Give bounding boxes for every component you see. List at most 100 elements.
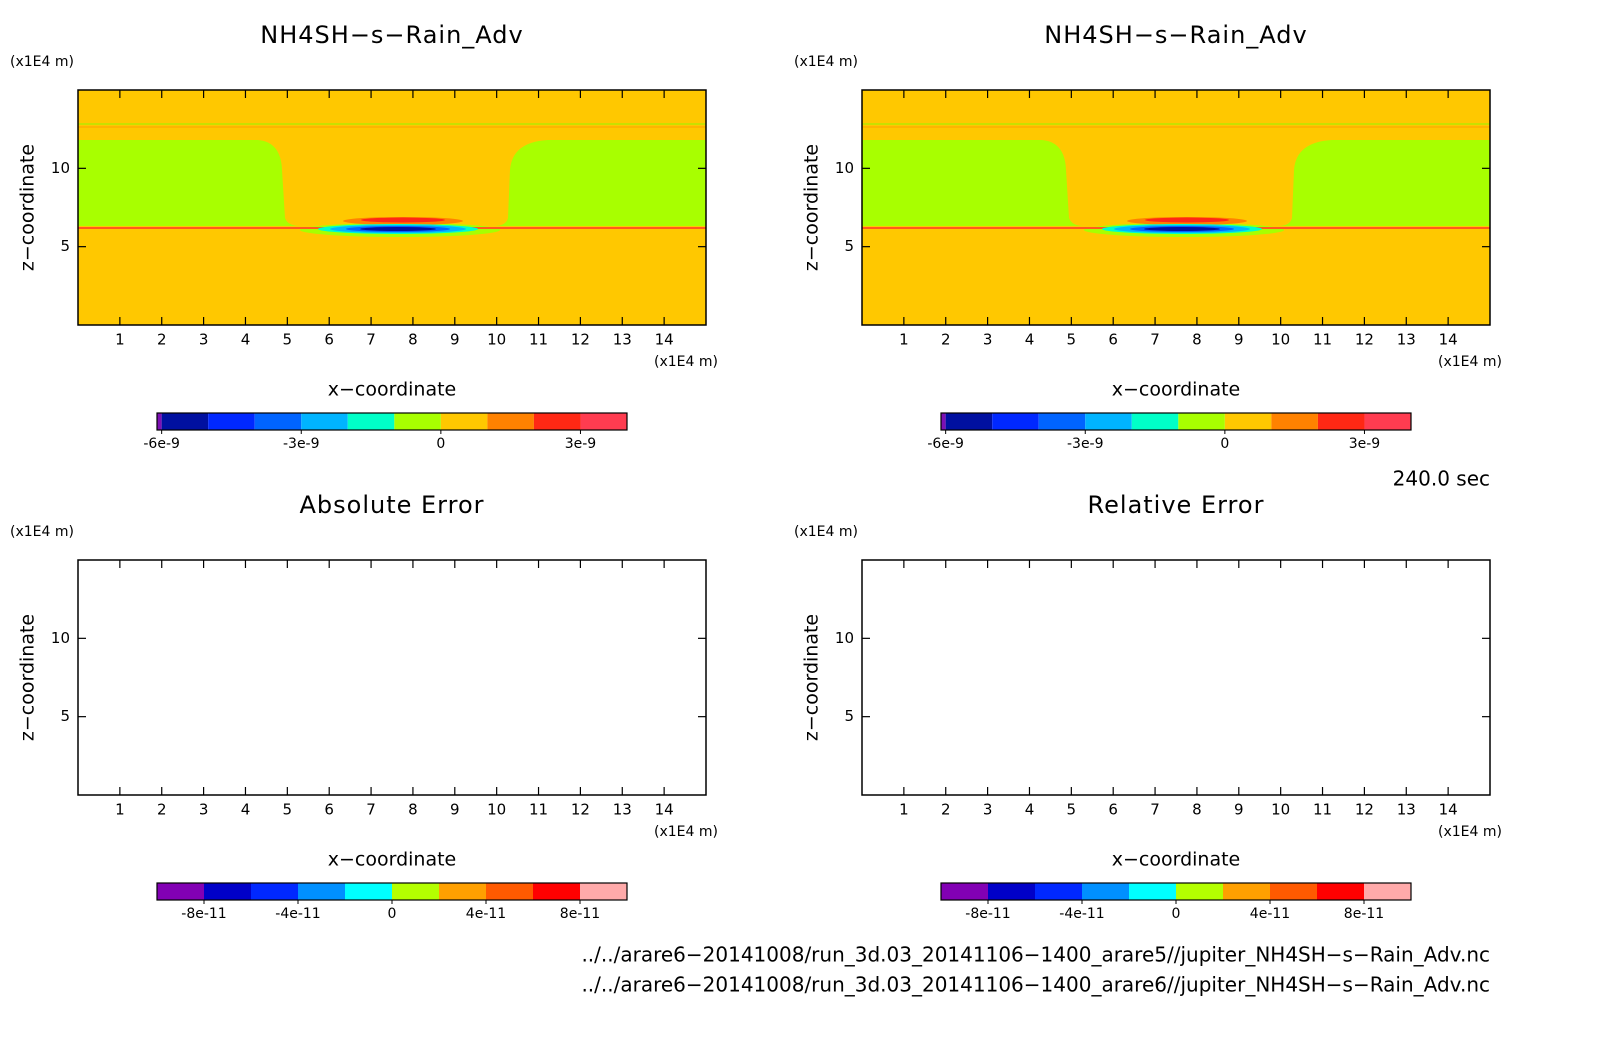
panel-title: NH4SH−s−Rain_Adv	[1044, 21, 1307, 49]
contour-field	[78, 90, 706, 325]
x-tick-label: 5	[1067, 331, 1077, 349]
x-tick-label: 8	[408, 331, 418, 349]
x-axis-label: x−coordinate	[328, 849, 457, 871]
x-unit: (x1E4 m)	[654, 354, 718, 370]
x-tick-label: 11	[529, 801, 548, 819]
plot-frame	[861, 559, 1491, 796]
x-tick-label: 9	[1234, 801, 1244, 819]
x-tick-label: 8	[1192, 801, 1202, 819]
plot-frame	[77, 89, 707, 326]
x-tick-label: 3	[983, 801, 993, 819]
colorbar-tick-label: -8e-11	[181, 906, 226, 922]
x-tick-label: 4	[241, 801, 251, 819]
colorbar-segment	[1038, 413, 1086, 430]
colorbar-tick-label: -6e-9	[927, 436, 964, 452]
colorbar-segment	[580, 413, 627, 430]
x-tick-label: 4	[1025, 801, 1035, 819]
plot-frame	[861, 89, 1491, 326]
y-axis-label: z−coordinate	[17, 614, 39, 741]
x-tick-label: 7	[366, 801, 376, 819]
contour-field	[862, 90, 1490, 325]
y-unit: (x1E4 m)	[10, 524, 74, 540]
y-unit: (x1E4 m)	[794, 524, 858, 540]
x-tick-label: 12	[571, 331, 590, 349]
x-tick-label: 3	[199, 331, 209, 349]
colorbar-tick-label: 0	[436, 436, 445, 452]
colorbar-segment	[1317, 413, 1365, 430]
colorbar-segment	[1224, 413, 1272, 430]
panel-title: Relative Error	[1088, 491, 1265, 519]
x-tick-label: 9	[450, 331, 460, 349]
colorbar-tick-label: -4e-11	[275, 906, 320, 922]
x-tick-label: 1	[899, 331, 909, 349]
colorbar-segment	[1035, 883, 1082, 900]
file-path: ../../arare6−20141008/run_3d.03_20141106…	[581, 943, 1490, 967]
y-tick-label: 10	[51, 159, 70, 177]
colorbar-tick-label: 4e-11	[466, 906, 506, 922]
x-tick-label: 6	[324, 801, 334, 819]
colorbar-segment	[1082, 883, 1129, 900]
panel-title: Absolute Error	[299, 491, 484, 519]
y-tick-label: 5	[60, 707, 70, 725]
x-tick-label: 2	[941, 801, 951, 819]
x-tick-label: 1	[115, 801, 125, 819]
x-tick-label: 4	[1025, 331, 1035, 349]
x-tick-label: 14	[1439, 801, 1458, 819]
colorbar-segment	[251, 883, 298, 900]
x-tick-label: 7	[1150, 331, 1160, 349]
colorbar-tick-label: -8e-11	[965, 906, 1010, 922]
colorbar-segment	[1176, 883, 1223, 900]
x-axis-label: x−coordinate	[1112, 379, 1241, 401]
colorbar-segment	[1085, 413, 1132, 430]
y-axis-label: z−coordinate	[801, 144, 823, 271]
y-unit: (x1E4 m)	[794, 54, 858, 70]
x-tick-label: 7	[1150, 801, 1160, 819]
y-tick-label: 10	[835, 629, 854, 647]
colorbar-segment	[254, 413, 302, 430]
colorbar-segment	[1364, 883, 1411, 900]
colorbar-segment	[204, 883, 251, 900]
x-tick-label: 10	[487, 331, 506, 349]
x-tick-label: 5	[1067, 801, 1077, 819]
y-tick-label: 5	[844, 237, 854, 255]
colorbar-tick-label: -3e-9	[1067, 436, 1104, 452]
y-tick-label: 5	[60, 237, 70, 255]
colorbar-segment	[1271, 413, 1318, 430]
colorbar-segment	[941, 883, 988, 900]
colorbar-tick-label: -4e-11	[1059, 906, 1104, 922]
y-tick-label: 10	[835, 159, 854, 177]
x-tick-label: 3	[199, 801, 209, 819]
x-tick-label: 2	[157, 801, 167, 819]
x-tick-label: 6	[1108, 331, 1118, 349]
colorbar-segment	[298, 883, 345, 900]
colorbar-tick-label: 4e-11	[1250, 906, 1290, 922]
colorbar-segment	[1129, 883, 1176, 900]
x-tick-label: 9	[450, 801, 460, 819]
colorbar-tick-label: 3e-9	[1349, 436, 1380, 452]
colorbar-tick-label: 8e-11	[1344, 906, 1384, 922]
x-tick-label: 2	[941, 331, 951, 349]
colorbar-segment	[392, 883, 439, 900]
colorbar-segment	[439, 883, 486, 900]
x-tick-label: 7	[366, 331, 376, 349]
x-tick-label: 13	[613, 331, 632, 349]
colorbar-tick-label: 8e-11	[560, 906, 600, 922]
x-tick-label: 14	[1439, 331, 1458, 349]
colorbar-segment	[988, 883, 1035, 900]
colorbar-segment	[301, 413, 348, 430]
x-unit: (x1E4 m)	[1438, 354, 1502, 370]
x-tick-label: 4	[241, 331, 251, 349]
colorbar-frame	[940, 412, 1412, 431]
colorbar-tick-label: -3e-9	[283, 436, 320, 452]
plot-frame	[77, 559, 707, 796]
colorbar-segment	[1364, 413, 1411, 430]
x-tick-label: 8	[408, 801, 418, 819]
colorbar-segment	[533, 413, 581, 430]
x-tick-label: 3	[983, 331, 993, 349]
colorbar-tick-label: 3e-9	[565, 436, 596, 452]
y-axis-label: z−coordinate	[17, 144, 39, 271]
x-tick-label: 12	[1355, 801, 1374, 819]
y-axis-label: z−coordinate	[801, 614, 823, 741]
x-axis-label: x−coordinate	[328, 379, 457, 401]
